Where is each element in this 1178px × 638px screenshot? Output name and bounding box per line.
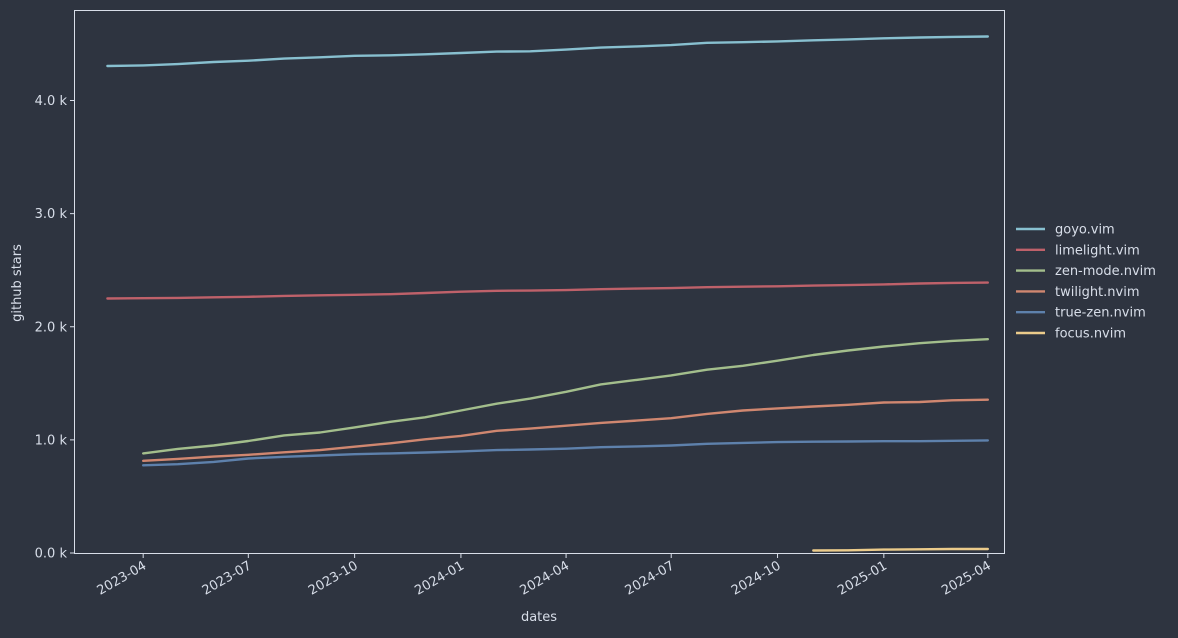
x-tick-label: 2024-10 — [729, 558, 784, 598]
series-line-zen-mode-nvim — [141, 338, 989, 455]
plot-frame — [74, 10, 1005, 554]
y-tick-label: 2.0 k — [35, 320, 68, 335]
series-lines — [106, 35, 989, 552]
series-line-true-zen-nvim — [141, 439, 989, 467]
y-tick-label: 0.0 k — [35, 547, 68, 562]
legend-entry-label: focus.nvim — [1055, 327, 1126, 342]
x-tick-label: 2023-07 — [200, 558, 255, 598]
series-line-twilight-nvim — [141, 398, 989, 462]
legend-entry-label: twilight.nvim — [1055, 285, 1140, 300]
x-tick-label: 2024-01 — [412, 558, 467, 598]
x-tick-label: 2023-04 — [95, 558, 150, 598]
legend-entry-label: limelight.vim — [1055, 243, 1140, 258]
y-axis: 0.0 k 1.0 k 2.0 k 3.0 k 4.0 k — [35, 94, 75, 562]
x-axis-label: dates — [521, 610, 557, 625]
series-line-limelight-vim — [106, 281, 989, 300]
series-line-goyo-vim — [106, 35, 989, 68]
y-tick-label: 3.0 k — [35, 207, 68, 222]
legend-entry-label: goyo.vim — [1055, 223, 1115, 238]
x-tick-label: 2023-10 — [306, 558, 361, 598]
series-line-focus-nvim — [812, 547, 989, 552]
legend-entry-label: true-zen.nvim — [1055, 306, 1146, 321]
y-axis-label: github stars — [10, 244, 25, 322]
x-tick-label: 2025-04 — [939, 558, 994, 598]
y-tick-label: 4.0 k — [35, 94, 68, 109]
x-axis: 2023-04 2023-07 2023-10 2024-01 2024-04 2024-… — [95, 553, 994, 599]
legend-entry-label: zen-mode.nvim — [1055, 264, 1156, 279]
y-tick-label: 1.0 k — [35, 433, 68, 448]
x-tick-label: 2024-07 — [623, 558, 678, 598]
x-tick-label: 2025-01 — [835, 558, 890, 598]
legend: goyo.vim limelight.vim zen-mode.nvim twilig… — [1016, 223, 1156, 342]
x-tick-label: 2024-04 — [518, 558, 573, 598]
